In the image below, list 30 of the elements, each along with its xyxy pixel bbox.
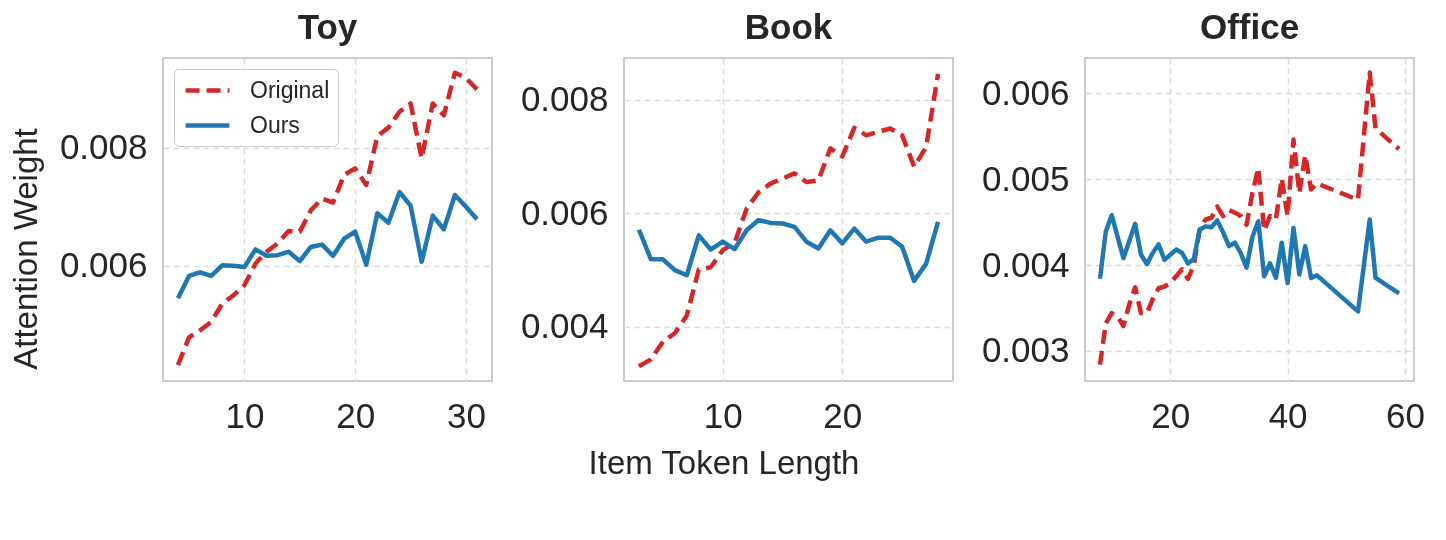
x-tick-label: 40 [1268, 395, 1308, 435]
y-tick-label: 0.006 [981, 72, 1070, 112]
chart-title: Office [1199, 7, 1300, 46]
y-tick-label: 0.008 [59, 127, 148, 167]
line-series [1097, 212, 1402, 314]
x-tick-label: 10 [703, 395, 743, 435]
y-tick-label: 0.004 [520, 306, 609, 346]
y-tick-label: 0.006 [59, 245, 148, 285]
x-tick-label: 60 [1385, 395, 1425, 435]
x-tick-label: 30 [447, 395, 486, 435]
x-tick-label: 20 [336, 395, 376, 435]
x-tick-label: 10 [225, 395, 265, 435]
y-tick-label: 0.008 [520, 79, 609, 119]
y-tick-label: 0.005 [981, 158, 1070, 198]
chart-title: Book [744, 7, 833, 46]
legend-label: Original [250, 76, 330, 103]
line-series [175, 189, 480, 301]
x-axis-title: Item Token Length [588, 443, 860, 481]
x-tick-label: 20 [823, 395, 863, 435]
line-series [636, 71, 941, 369]
y-tick-label: 0.006 [520, 192, 609, 232]
line-series [175, 70, 480, 368]
x-tick-label: 20 [1151, 395, 1191, 435]
y-tick-label: 0.004 [981, 244, 1070, 284]
y-tick-label: 0.003 [981, 330, 1070, 370]
line-series [636, 217, 941, 284]
line-series [1097, 70, 1402, 367]
chart-title: Toy [297, 7, 358, 46]
y-axis-title: Attention Weight [6, 128, 44, 370]
legend-label: Ours [250, 111, 300, 138]
